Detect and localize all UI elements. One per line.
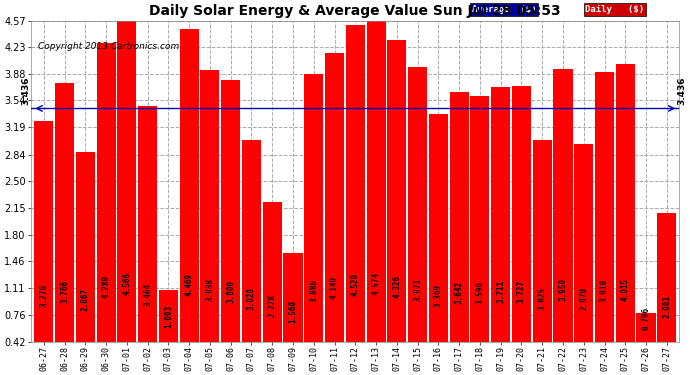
Bar	[284, 253, 302, 374]
Text: 3.436: 3.436	[678, 77, 687, 105]
Text: 3.800: 3.800	[226, 279, 235, 303]
Text: 2.081: 2.081	[662, 296, 671, 318]
Bar	[636, 313, 656, 374]
Text: 2.970: 2.970	[579, 287, 589, 310]
Bar	[55, 83, 74, 374]
Bar	[366, 20, 386, 374]
Bar	[346, 25, 365, 374]
Text: 3.276: 3.276	[39, 284, 48, 308]
Bar	[200, 70, 219, 374]
Bar	[97, 43, 116, 374]
Text: 4.574: 4.574	[372, 272, 381, 296]
Text: 4.469: 4.469	[185, 273, 194, 296]
Bar	[34, 121, 53, 374]
Bar	[408, 67, 427, 374]
Bar	[574, 144, 593, 374]
Bar	[471, 96, 489, 374]
Text: 3.766: 3.766	[60, 280, 69, 303]
Bar	[553, 69, 573, 374]
Bar	[428, 114, 448, 374]
Text: 3.596: 3.596	[475, 281, 484, 304]
Text: Average  ($): Average ($)	[472, 5, 536, 14]
Bar	[658, 213, 676, 374]
Text: 4.280: 4.280	[101, 275, 110, 298]
Text: 3.971: 3.971	[413, 278, 422, 301]
Bar	[533, 140, 552, 374]
Text: 1.568: 1.568	[288, 300, 297, 323]
Text: 0.796: 0.796	[642, 307, 651, 330]
Text: 4.326: 4.326	[393, 274, 402, 298]
Text: 4.566: 4.566	[122, 272, 131, 296]
Text: 3.950: 3.950	[558, 278, 567, 301]
Text: 3.910: 3.910	[600, 278, 609, 302]
Bar	[221, 80, 240, 374]
Text: 3.025: 3.025	[538, 286, 546, 310]
Text: 3.727: 3.727	[517, 280, 526, 303]
Bar	[76, 152, 95, 374]
Bar	[263, 202, 282, 374]
Bar	[304, 74, 324, 374]
Text: Copyright 2013 Cartronics.com: Copyright 2013 Cartronics.com	[38, 42, 179, 51]
Bar	[450, 93, 469, 374]
Text: 3.938: 3.938	[206, 278, 215, 301]
Text: 3.436: 3.436	[21, 77, 30, 105]
Text: 3.711: 3.711	[496, 280, 505, 303]
Bar	[595, 72, 614, 374]
Bar	[159, 290, 178, 374]
Title: Daily Solar Energy & Average Value Sun Jul 28 05:53: Daily Solar Energy & Average Value Sun J…	[150, 4, 561, 18]
Text: 4.015: 4.015	[621, 278, 630, 300]
Bar	[512, 86, 531, 374]
Bar	[615, 64, 635, 374]
Bar	[242, 140, 261, 374]
Text: 2.228: 2.228	[268, 294, 277, 317]
Text: 3.886: 3.886	[309, 279, 318, 302]
Text: 3.369: 3.369	[434, 284, 443, 306]
Text: Daily   ($): Daily ($)	[585, 5, 644, 14]
Text: 4.149: 4.149	[330, 276, 339, 299]
Bar	[325, 53, 344, 374]
Bar	[179, 28, 199, 374]
Bar	[117, 21, 137, 374]
Bar	[138, 106, 157, 374]
Text: 3.642: 3.642	[455, 281, 464, 304]
Text: 4.520: 4.520	[351, 273, 359, 296]
Bar	[387, 40, 406, 374]
Text: 1.093: 1.093	[164, 304, 173, 328]
Text: 3.464: 3.464	[143, 282, 152, 306]
Text: 3.028: 3.028	[247, 286, 256, 310]
Text: 2.867: 2.867	[81, 288, 90, 311]
Bar	[491, 87, 510, 374]
